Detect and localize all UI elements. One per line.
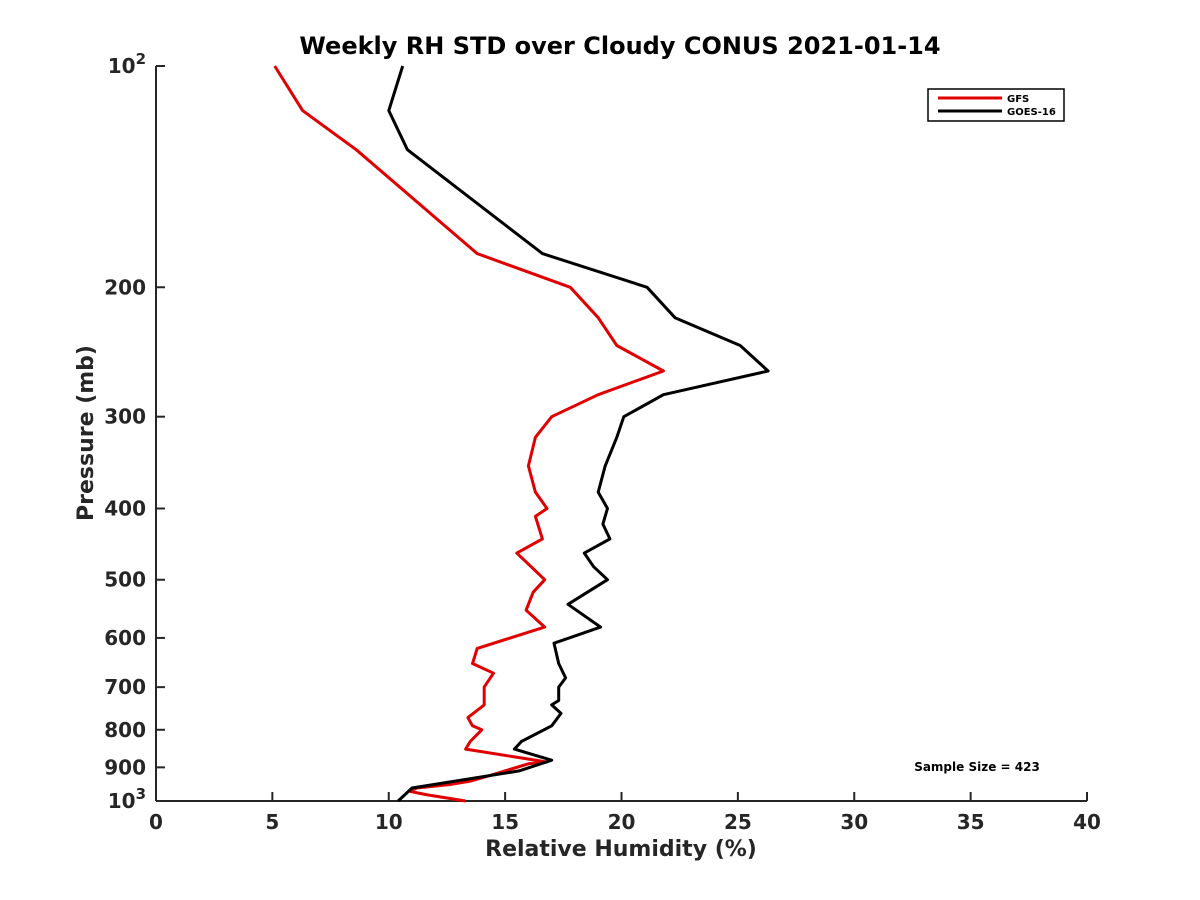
x-ticks: 0 5 10 15 20 25 30 35 40 — [149, 792, 1101, 834]
y-tick-label: 102 — [108, 50, 146, 78]
series-line-goes-16 — [387, 65, 770, 803]
y-tick-label-base: 300 — [104, 405, 146, 429]
x-tick-label: 10 — [375, 810, 403, 834]
y-tick-label-base: 10 — [108, 54, 136, 78]
y-tick-label-base: 900 — [104, 755, 146, 779]
legend-label-goes-16: GOES-16 — [1007, 107, 1056, 118]
x-tick-label: 30 — [840, 810, 868, 834]
y-tick-label: 300 — [104, 405, 146, 429]
y-tick-label-exponent: 2 — [136, 50, 146, 68]
y-tick-label: 900 — [104, 755, 146, 779]
x-tick-label: 40 — [1073, 810, 1101, 834]
y-tick-label-base: 10 — [108, 789, 136, 813]
y-tick-label: 700 — [104, 675, 146, 699]
series-group — [273, 65, 770, 803]
plot-area — [155, 66, 1087, 802]
y-tick-label-base: 600 — [104, 626, 146, 650]
legend-label-gfs: GFS — [1007, 94, 1029, 105]
legend: GFS GOES-16 — [927, 88, 1065, 122]
y-tick-label: 103 — [108, 785, 146, 813]
series-line-gfs — [273, 65, 665, 803]
x-tick-label: 35 — [957, 810, 985, 834]
y-tick-label-base: 800 — [104, 718, 146, 742]
y-tick-label-base: 200 — [104, 275, 146, 299]
y-tick-label-base: 500 — [104, 568, 146, 592]
y-tick-label: 400 — [104, 497, 146, 521]
x-tick-label: 0 — [149, 810, 163, 834]
y-tick-label: 500 — [104, 568, 146, 592]
x-axis-label: Relative Humidity (%) — [485, 837, 757, 862]
y-tick-label-base: 400 — [104, 497, 146, 521]
x-tick-label: 20 — [608, 810, 636, 834]
x-tick-label: 25 — [724, 810, 752, 834]
y-axis-label: Pressure (mb) — [74, 345, 99, 521]
y-tick-label: 800 — [104, 718, 146, 742]
sample-size-annotation: Sample Size = 423 — [914, 760, 1040, 774]
legend-box — [927, 88, 1065, 122]
chart-title: Weekly RH STD over Cloudy CONUS 2021-01-… — [299, 32, 940, 60]
y-tick-label-exponent: 3 — [136, 785, 146, 803]
y-tick-label: 200 — [104, 275, 146, 299]
y-tick-label-base: 700 — [104, 675, 146, 699]
y-tick-label: 600 — [104, 626, 146, 650]
x-tick-label: 15 — [491, 810, 519, 834]
x-tick-label: 5 — [265, 810, 279, 834]
